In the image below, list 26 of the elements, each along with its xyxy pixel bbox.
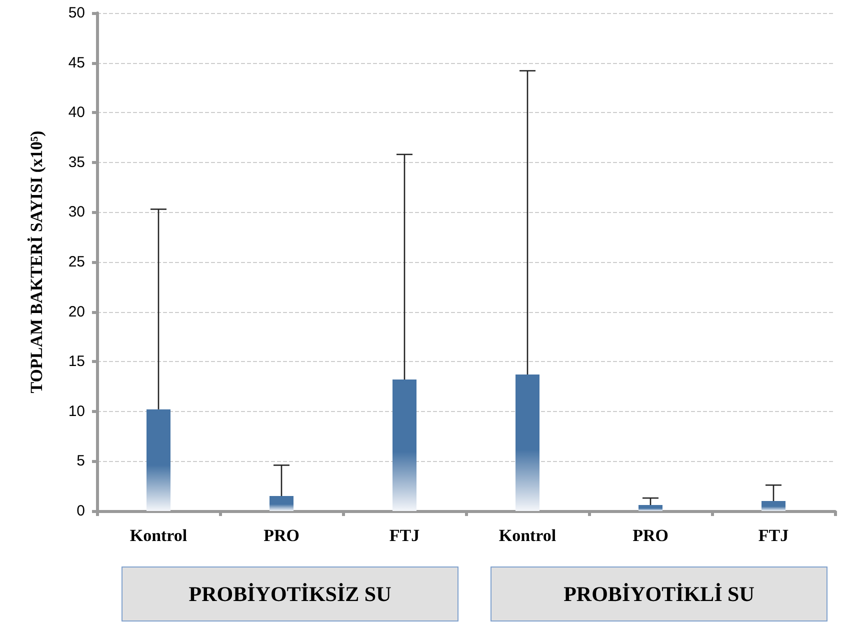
y-tick-label: 40 xyxy=(68,104,85,122)
x-tick-label: PRO xyxy=(632,526,668,545)
y-tick-label: 45 xyxy=(68,54,85,72)
y-tick-label: 5 xyxy=(76,452,85,470)
text: PROBİYOTİKSİZ SU xyxy=(188,582,392,606)
y-tick-label: 10 xyxy=(68,402,85,420)
y-tick-label: 15 xyxy=(68,353,85,370)
x-tick-label: Kontrol xyxy=(498,526,556,545)
y-tick-label: 35 xyxy=(68,154,85,171)
y-tick-label: 25 xyxy=(68,254,85,270)
x-tick-label: FTJ xyxy=(389,526,420,545)
bar xyxy=(146,409,170,511)
text: PROBİYOTİKLİ SU xyxy=(564,582,754,606)
x-tick-label: FTJ xyxy=(758,526,790,545)
bar xyxy=(516,374,540,511)
y-axis-title: TOPLAM BAKTERİ SAYISI (x10⁵) xyxy=(27,130,46,394)
y-tick-label: 0 xyxy=(76,502,85,520)
x-tick-label: PRO xyxy=(264,526,300,545)
bar xyxy=(392,380,416,511)
y-tick-label: 50 xyxy=(68,4,85,22)
bar xyxy=(638,505,662,511)
bar xyxy=(270,496,294,511)
y-tick-label: 20 xyxy=(68,303,85,320)
y-tick-label: 30 xyxy=(68,204,85,221)
bar xyxy=(762,501,786,511)
x-tick-label: Kontrol xyxy=(130,526,188,545)
